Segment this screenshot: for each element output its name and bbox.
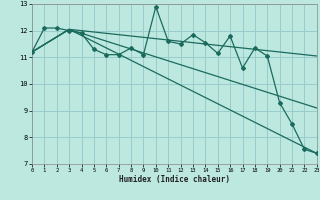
X-axis label: Humidex (Indice chaleur): Humidex (Indice chaleur) [119, 175, 230, 184]
